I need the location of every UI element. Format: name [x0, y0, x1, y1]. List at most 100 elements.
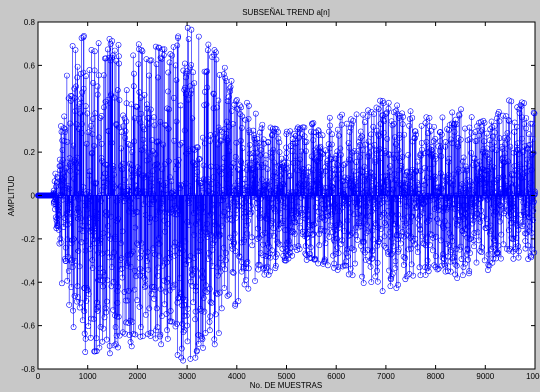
data-point [407, 219, 414, 226]
data-point [414, 158, 421, 165]
data-point [61, 125, 67, 132]
data-point [209, 246, 216, 253]
data-point [212, 311, 219, 318]
data-point [461, 192, 468, 199]
data-point [103, 309, 109, 316]
data-point [416, 190, 423, 197]
data-point [382, 150, 389, 157]
data-point [215, 124, 222, 131]
data-point [96, 344, 103, 351]
data-point [157, 333, 163, 340]
data-point [398, 163, 405, 169]
data-point [112, 236, 119, 242]
data-point [355, 224, 362, 231]
data-point [191, 231, 197, 238]
data-point [380, 117, 387, 123]
data-point [348, 121, 355, 128]
data-point [137, 119, 144, 126]
data-point [454, 141, 461, 147]
data-point [424, 193, 430, 200]
data-point [310, 167, 316, 174]
data-point [355, 214, 362, 221]
data-point [243, 166, 250, 173]
data-point [189, 115, 196, 122]
data-point [206, 318, 213, 325]
data-point [86, 214, 93, 221]
data-point [103, 208, 110, 215]
data-point [246, 127, 253, 134]
data-point [440, 182, 447, 189]
data-point [192, 354, 199, 361]
data-point [124, 297, 131, 304]
data-point [335, 250, 342, 256]
data-point [194, 248, 201, 255]
data-point [270, 146, 277, 153]
data-point [444, 268, 451, 275]
data-point [114, 288, 121, 294]
data-point [169, 282, 176, 289]
data-point [176, 207, 182, 214]
data-point [414, 190, 421, 197]
data-point [230, 121, 236, 127]
data-point [128, 161, 135, 168]
data-point [473, 210, 480, 217]
data-point [133, 193, 140, 200]
data-point [99, 277, 106, 284]
data-point [259, 176, 265, 183]
data-point [432, 173, 438, 180]
data-point [173, 320, 180, 327]
data-point [362, 216, 369, 223]
data-point [188, 62, 195, 68]
data-point [138, 110, 145, 117]
data-point [415, 215, 422, 222]
data-point [135, 241, 142, 248]
data-point [389, 194, 396, 201]
data-point [243, 184, 250, 191]
data-point [352, 260, 358, 267]
data-point [427, 213, 434, 220]
data-point [394, 236, 401, 243]
data-point [73, 298, 80, 305]
data-point [370, 123, 377, 130]
data-point [170, 194, 177, 201]
data-point [117, 183, 124, 190]
data-point [470, 162, 476, 169]
data-point [364, 222, 371, 228]
data-point [133, 183, 140, 190]
data-point [195, 214, 201, 220]
data-point [314, 195, 321, 201]
data-point [377, 201, 383, 207]
data-point [305, 217, 312, 224]
data-point [153, 138, 160, 145]
data-point [389, 122, 396, 129]
data-point [137, 324, 144, 330]
data-point [142, 277, 149, 283]
data-point [160, 198, 166, 205]
data-point [200, 295, 207, 301]
data-point [481, 257, 488, 264]
data-point [84, 223, 91, 230]
data-point [223, 130, 230, 137]
data-point [275, 129, 281, 135]
data-point [477, 248, 484, 254]
data-point [82, 349, 89, 355]
data-point [208, 299, 215, 306]
data-point [88, 46, 95, 53]
data-point [319, 151, 326, 157]
data-point [314, 180, 321, 187]
data-point [96, 273, 103, 280]
data-point [245, 285, 252, 292]
data-point [187, 183, 194, 190]
data-point [319, 184, 326, 191]
data-point [259, 121, 266, 128]
data-point [104, 249, 111, 256]
data-point [64, 236, 71, 243]
data-point [55, 201, 62, 208]
data-point [204, 47, 211, 54]
data-point [56, 156, 63, 163]
data-point [142, 144, 148, 151]
data-point [421, 200, 427, 207]
data-point [159, 46, 166, 53]
